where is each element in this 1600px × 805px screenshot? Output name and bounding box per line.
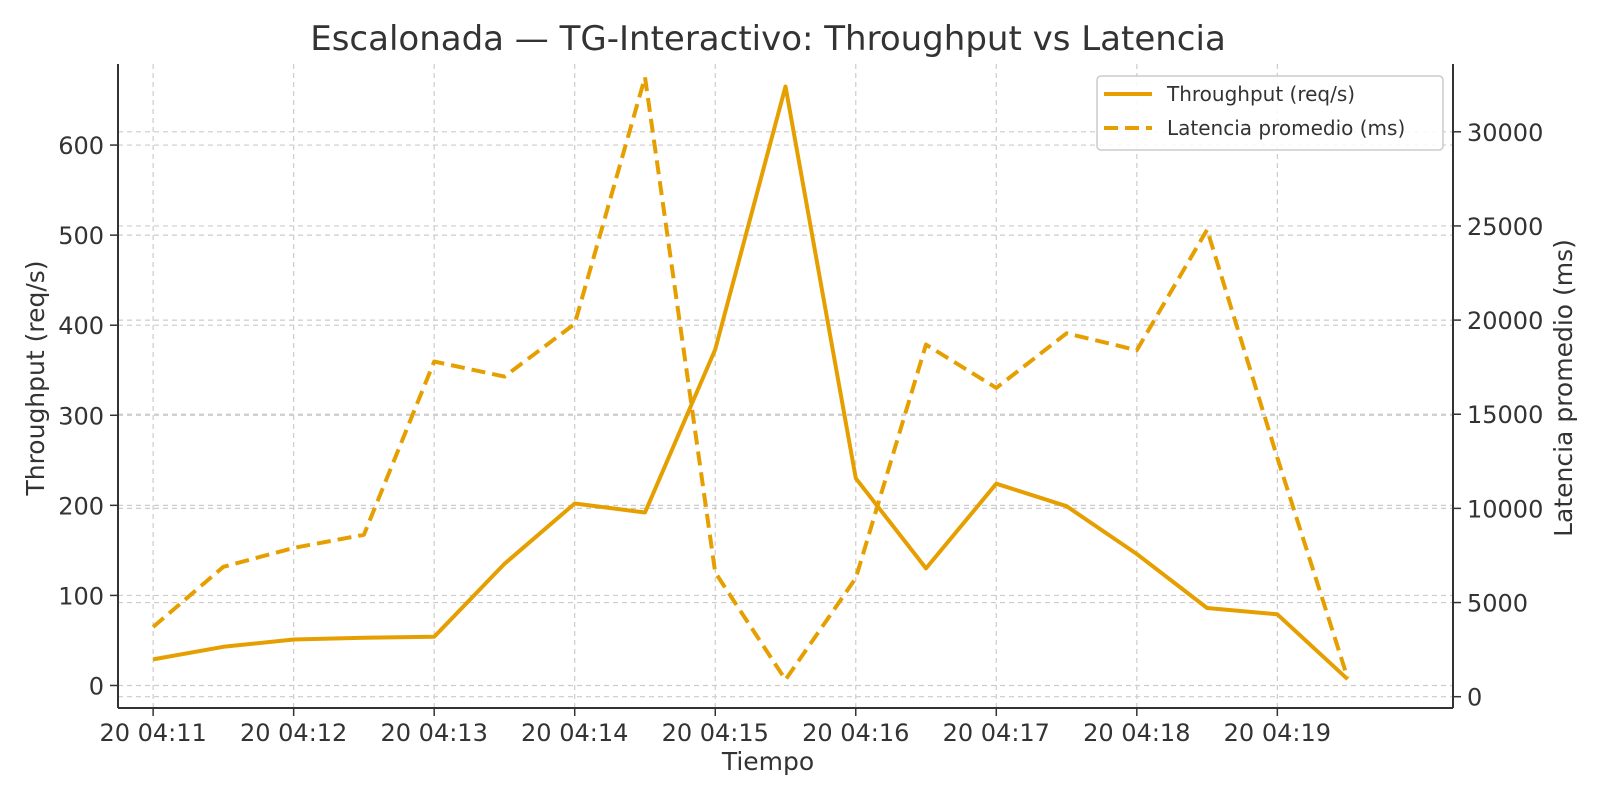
series-layer [151, 75, 1350, 682]
x-tick-label: 20 04:11 [99, 719, 206, 747]
y-axis-left-title: Throughput (req/s) [21, 260, 50, 496]
y-left-tick-label: 100 [58, 582, 104, 610]
y-right-tick-label: 20000 [1467, 307, 1543, 335]
axes [117, 64, 1454, 709]
x-tick-label: 20 04:12 [240, 719, 347, 747]
x-tick-label: 20 04:14 [521, 719, 628, 747]
y-right-tick-label: 30000 [1467, 119, 1543, 147]
y-left-tick-label: 600 [58, 132, 104, 160]
legend-label-latency: Latencia promedio (ms) [1167, 116, 1405, 140]
ticks: 20 04:11 20 04:12 20 04:13 20 04:14 20 04:15… [58, 119, 1543, 747]
latency-series-line [151, 75, 1350, 682]
throughput-series-line [152, 84, 1349, 681]
x-tick-label: 20 04:15 [662, 719, 769, 747]
chart-title: Escalonada — TG-Interactivo: Throughput … [310, 19, 1226, 59]
y-left-tick-label: 400 [58, 312, 104, 340]
x-tick-label: 20 04:13 [381, 719, 488, 747]
y-left-tick-label: 200 [58, 492, 104, 520]
x-tick-label: 20 04:18 [1083, 719, 1190, 747]
y-right-tick-label: 0 [1467, 684, 1482, 712]
legend-label-throughput: Throughput (req/s) [1166, 82, 1355, 106]
y-axis-right-title: Latencia promedio (ms) [1549, 239, 1578, 537]
y-right-tick-label: 5000 [1467, 590, 1528, 618]
x-tick-label: 20 04:17 [943, 719, 1050, 747]
y-right-tick-label: 25000 [1467, 213, 1543, 241]
y-right-tick-label: 15000 [1467, 401, 1543, 429]
y-left-tick-label: 500 [58, 222, 104, 250]
x-axis-title: Tiempo [721, 747, 814, 776]
y-right-tick-label: 10000 [1467, 495, 1543, 523]
y-left-tick-label: 300 [58, 402, 104, 430]
x-tick-label: 20 04:16 [802, 719, 909, 747]
x-tick-label: 20 04:19 [1224, 719, 1331, 747]
y-left-tick-label: 0 [89, 672, 104, 700]
legend-box [1096, 75, 1444, 151]
legend: Throughput (req/s) Latencia promedio (ms… [1096, 75, 1444, 151]
grid [118, 64, 1453, 708]
